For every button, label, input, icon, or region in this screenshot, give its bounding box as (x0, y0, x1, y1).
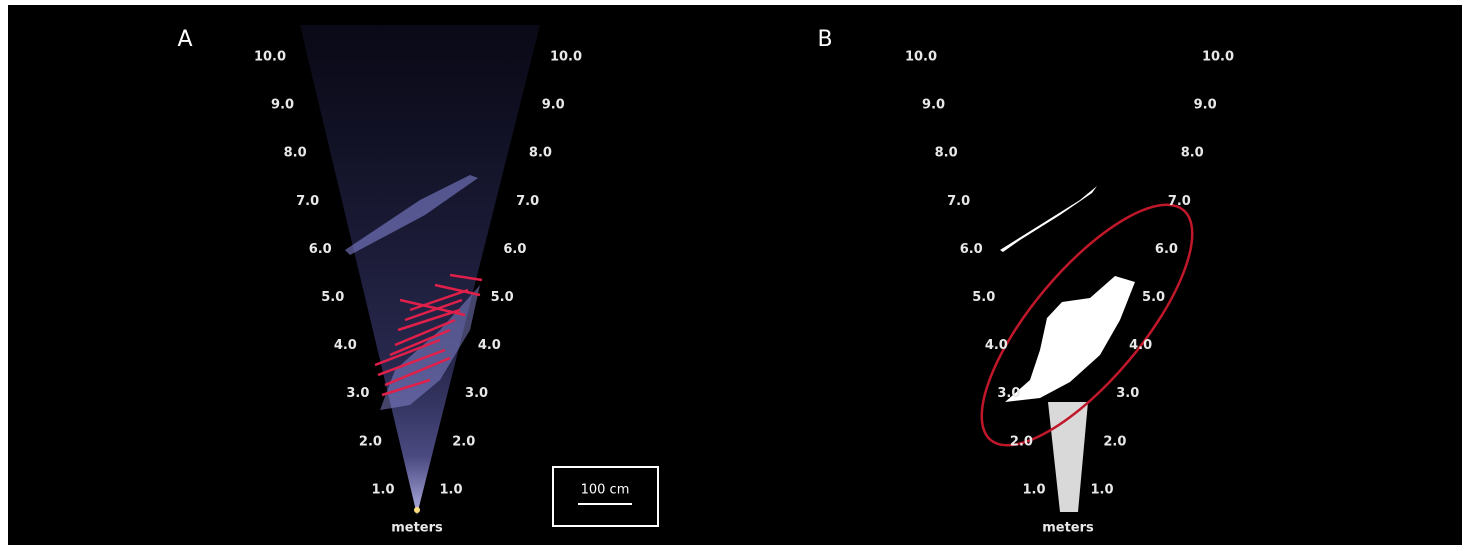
range-label: 8.0 (935, 146, 958, 161)
range-label: 3.0 (997, 386, 1020, 401)
range-label: 9.0 (922, 98, 945, 113)
range-label: 8.0 (284, 146, 307, 161)
range-label: 10.0 (550, 50, 582, 65)
range-label: 6.0 (960, 242, 983, 257)
background (8, 5, 1462, 545)
range-label: 3.0 (1116, 386, 1139, 401)
range-label: 4.0 (985, 338, 1008, 353)
range-label: 10.0 (1202, 50, 1234, 65)
panel-label: B (817, 27, 832, 52)
range-label: 1.0 (1022, 482, 1045, 497)
range-label: 7.0 (1168, 194, 1191, 209)
range-label: 6.0 (503, 242, 526, 257)
range-label: 6.0 (1155, 242, 1178, 257)
range-label: 5.0 (491, 290, 514, 305)
range-label: 6.0 (309, 242, 332, 257)
range-label: 2.0 (359, 434, 382, 449)
range-label: 2.0 (1010, 434, 1033, 449)
range-label: 4.0 (334, 338, 357, 353)
range-label: 5.0 (972, 290, 995, 305)
range-label: 4.0 (1129, 338, 1152, 353)
range-label: 8.0 (529, 146, 552, 161)
range-label: 9.0 (271, 98, 294, 113)
scale-label: 100 cm (581, 483, 630, 498)
unit-label: meters (1042, 521, 1094, 536)
panel-label: A (177, 27, 192, 52)
range-label: 7.0 (296, 194, 319, 209)
range-label: 4.0 (478, 338, 501, 353)
figure: 100 cm A 10.0 9.0 8.0 7.0 6.0 5.0 4.0 3.0 2.0 1.0 1… (0, 0, 1468, 551)
range-label: 7.0 (516, 194, 539, 209)
range-label: 5.0 (321, 290, 344, 305)
range-label: 3.0 (465, 386, 488, 401)
range-label: 3.0 (346, 386, 369, 401)
unit-label: meters (391, 521, 443, 536)
range-label: 9.0 (542, 98, 565, 113)
transducer (414, 507, 420, 513)
range-label: 2.0 (1103, 434, 1126, 449)
range-label: 8.0 (1181, 146, 1204, 161)
range-label: 1.0 (371, 482, 394, 497)
range-label: 5.0 (1142, 290, 1165, 305)
range-label: 1.0 (1090, 482, 1113, 497)
range-label: 7.0 (947, 194, 970, 209)
range-label: 9.0 (1194, 98, 1217, 113)
range-label: 1.0 (439, 482, 462, 497)
range-label: 10.0 (254, 50, 286, 65)
range-label: 2.0 (452, 434, 475, 449)
range-label: 10.0 (905, 50, 937, 65)
